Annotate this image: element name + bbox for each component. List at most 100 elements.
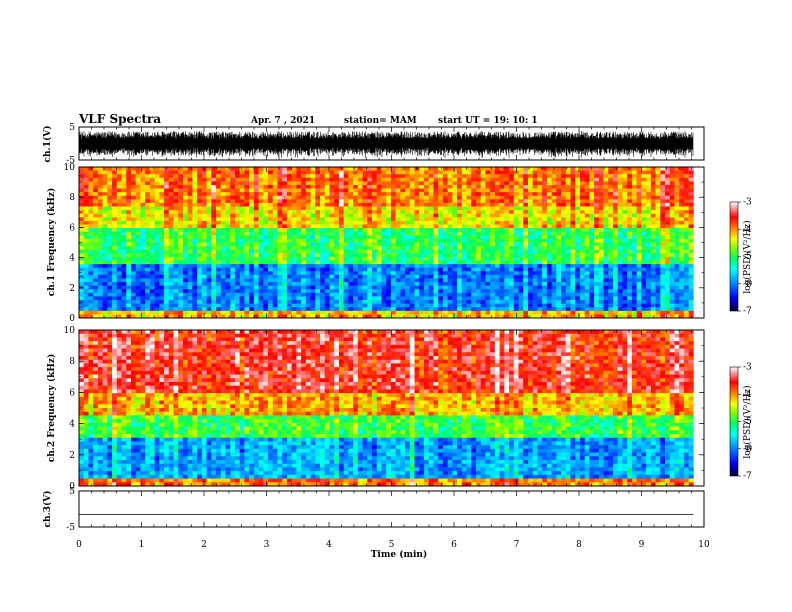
spectrogram-cell (320, 206, 326, 211)
spectrogram-cell (182, 289, 188, 294)
spectrogram-cell (310, 296, 316, 301)
spectrogram-cell (575, 282, 581, 286)
spectrogram-cell (523, 242, 529, 247)
spectrogram-cell (234, 199, 240, 204)
spectrogram-cell (471, 195, 477, 200)
spectrogram-cell (126, 177, 132, 182)
spectrogram-cell (527, 296, 533, 301)
spectrogram-cell (457, 228, 463, 233)
spectrogram-cell (603, 253, 609, 258)
spectrogram-cell (485, 242, 491, 247)
spectrogram-cell (376, 253, 382, 258)
spectrogram-cell (225, 242, 231, 247)
spectrogram-cell (433, 167, 439, 171)
spectrogram-cell (442, 181, 448, 186)
spectrogram-cell (608, 253, 614, 258)
spectrogram-cell (263, 199, 269, 204)
spectrogram-cell (419, 260, 425, 265)
spectrogram-cell (253, 253, 259, 258)
spectrogram-cell (480, 231, 486, 236)
spectrogram-cell (603, 206, 609, 211)
spectrogram-cell (93, 267, 99, 272)
spectrogram-cell (438, 271, 444, 276)
spectrogram-cell (272, 260, 278, 265)
spectrogram-cell (343, 303, 349, 308)
spectrogram-cell (357, 246, 363, 250)
spectrogram-cell (168, 177, 174, 182)
spectrogram-cell (400, 213, 406, 218)
spectrogram-cell (457, 174, 463, 179)
spectrogram-cell (88, 303, 94, 308)
spectrogram-cell (490, 177, 496, 182)
spectrogram-cell (343, 177, 349, 182)
spectrogram-cell (230, 242, 236, 247)
spectrogram-cell (149, 174, 155, 179)
spectrogram-cell (409, 292, 415, 297)
spectrogram-cell (315, 188, 321, 193)
spectrogram-cell (225, 256, 231, 261)
spectrogram-cell (617, 242, 623, 247)
spectrogram-cell (97, 210, 103, 215)
spectrogram-cell (286, 274, 292, 279)
spectrogram-cell (442, 228, 448, 233)
spectrogram-cell (154, 271, 160, 276)
spectrogram-cell (135, 264, 141, 268)
spectrogram-cell (518, 292, 524, 297)
spectrogram-cell (102, 213, 108, 218)
spectrogram-cell (315, 167, 321, 171)
spectrogram-cell (532, 192, 538, 197)
spectrogram-cell (527, 289, 533, 294)
spectrogram-cell (334, 249, 340, 254)
spectrogram-cell (159, 199, 165, 204)
spectrogram-cell (187, 296, 193, 301)
spectrogram-cell (159, 235, 165, 240)
spectrogram-cell (532, 206, 538, 211)
spectrogram-cell (126, 296, 132, 301)
spectrogram-cell (310, 285, 316, 290)
spectrogram-cell (480, 296, 486, 301)
spectrogram-cell (145, 314, 151, 319)
spectrogram-cell (234, 188, 240, 193)
spectrogram-cell (452, 217, 458, 222)
spectrogram-cell (613, 167, 619, 171)
spectrogram-cell (239, 303, 245, 308)
spectrogram-cell (575, 307, 581, 312)
spectrogram-cell (282, 314, 288, 319)
spectrogram-cell (234, 206, 240, 211)
spectrogram-cell (291, 199, 297, 204)
spectrogram-cell (272, 213, 278, 218)
spectrogram-cell (537, 217, 543, 222)
spectrogram-cell (83, 199, 89, 204)
spectrogram-cell (225, 202, 231, 207)
spectrogram-cell (466, 184, 472, 189)
spectrogram-cell (598, 278, 604, 283)
spectrogram-cell (556, 271, 562, 276)
spectrogram-cell (395, 224, 401, 229)
spectrogram-cell (405, 174, 411, 179)
spectrogram-cell (447, 228, 453, 233)
spectrogram-cell (301, 267, 307, 272)
spectrogram-cell (121, 228, 127, 233)
spectrogram-cell (376, 217, 382, 222)
spectrogram-cell (320, 303, 326, 308)
spectrogram-cell (178, 260, 184, 265)
spectrogram-cell (513, 310, 519, 315)
spectrogram-cell (187, 271, 193, 276)
spectrogram-cell (159, 249, 165, 254)
spectrogram-cell (291, 289, 297, 294)
spectrogram-cell (83, 210, 89, 215)
spectrogram-cell (589, 289, 595, 294)
spectrogram-cell (249, 314, 255, 319)
spectrogram-cell (310, 195, 316, 200)
spectrogram-cell (315, 271, 321, 276)
spectrogram-cell (353, 278, 359, 283)
spectrogram-cell (121, 231, 127, 236)
spectrogram-cell (178, 181, 184, 186)
spectrogram-cell (537, 271, 543, 276)
spectrogram-cell (112, 195, 118, 200)
spectrogram-cell (320, 231, 326, 236)
spectrogram-cell (277, 192, 283, 197)
spectrogram-cell (116, 274, 122, 279)
spectrogram-cell (471, 289, 477, 294)
spectrogram-cell (438, 278, 444, 283)
